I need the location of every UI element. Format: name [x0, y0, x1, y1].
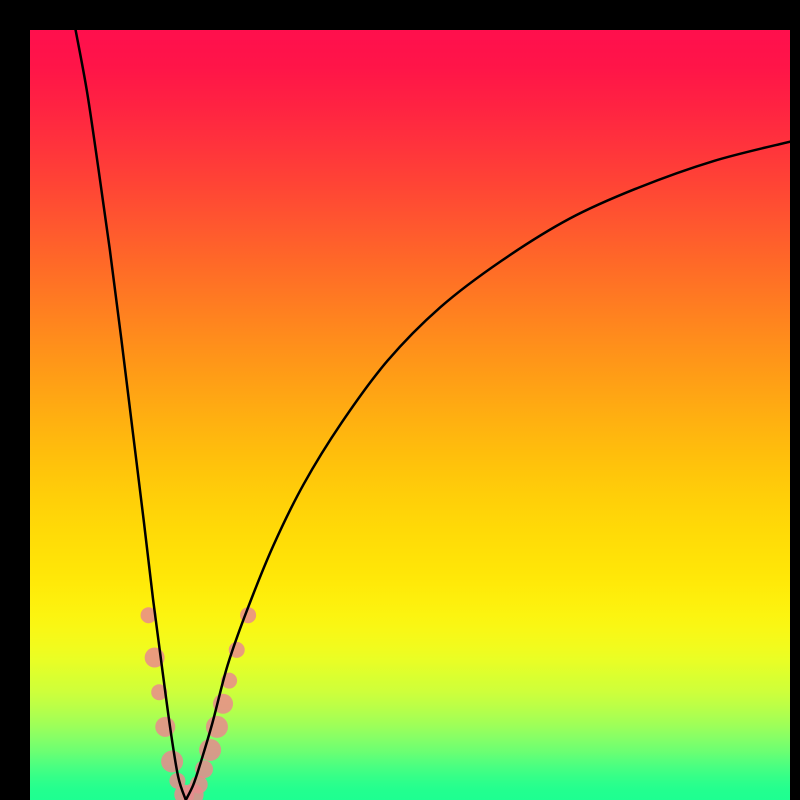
figure-container: TheBottlenecker.com [0, 0, 800, 800]
plot-area [0, 0, 800, 800]
plot-svg [0, 0, 800, 800]
plot-background [30, 30, 790, 800]
marker-point [161, 751, 183, 773]
